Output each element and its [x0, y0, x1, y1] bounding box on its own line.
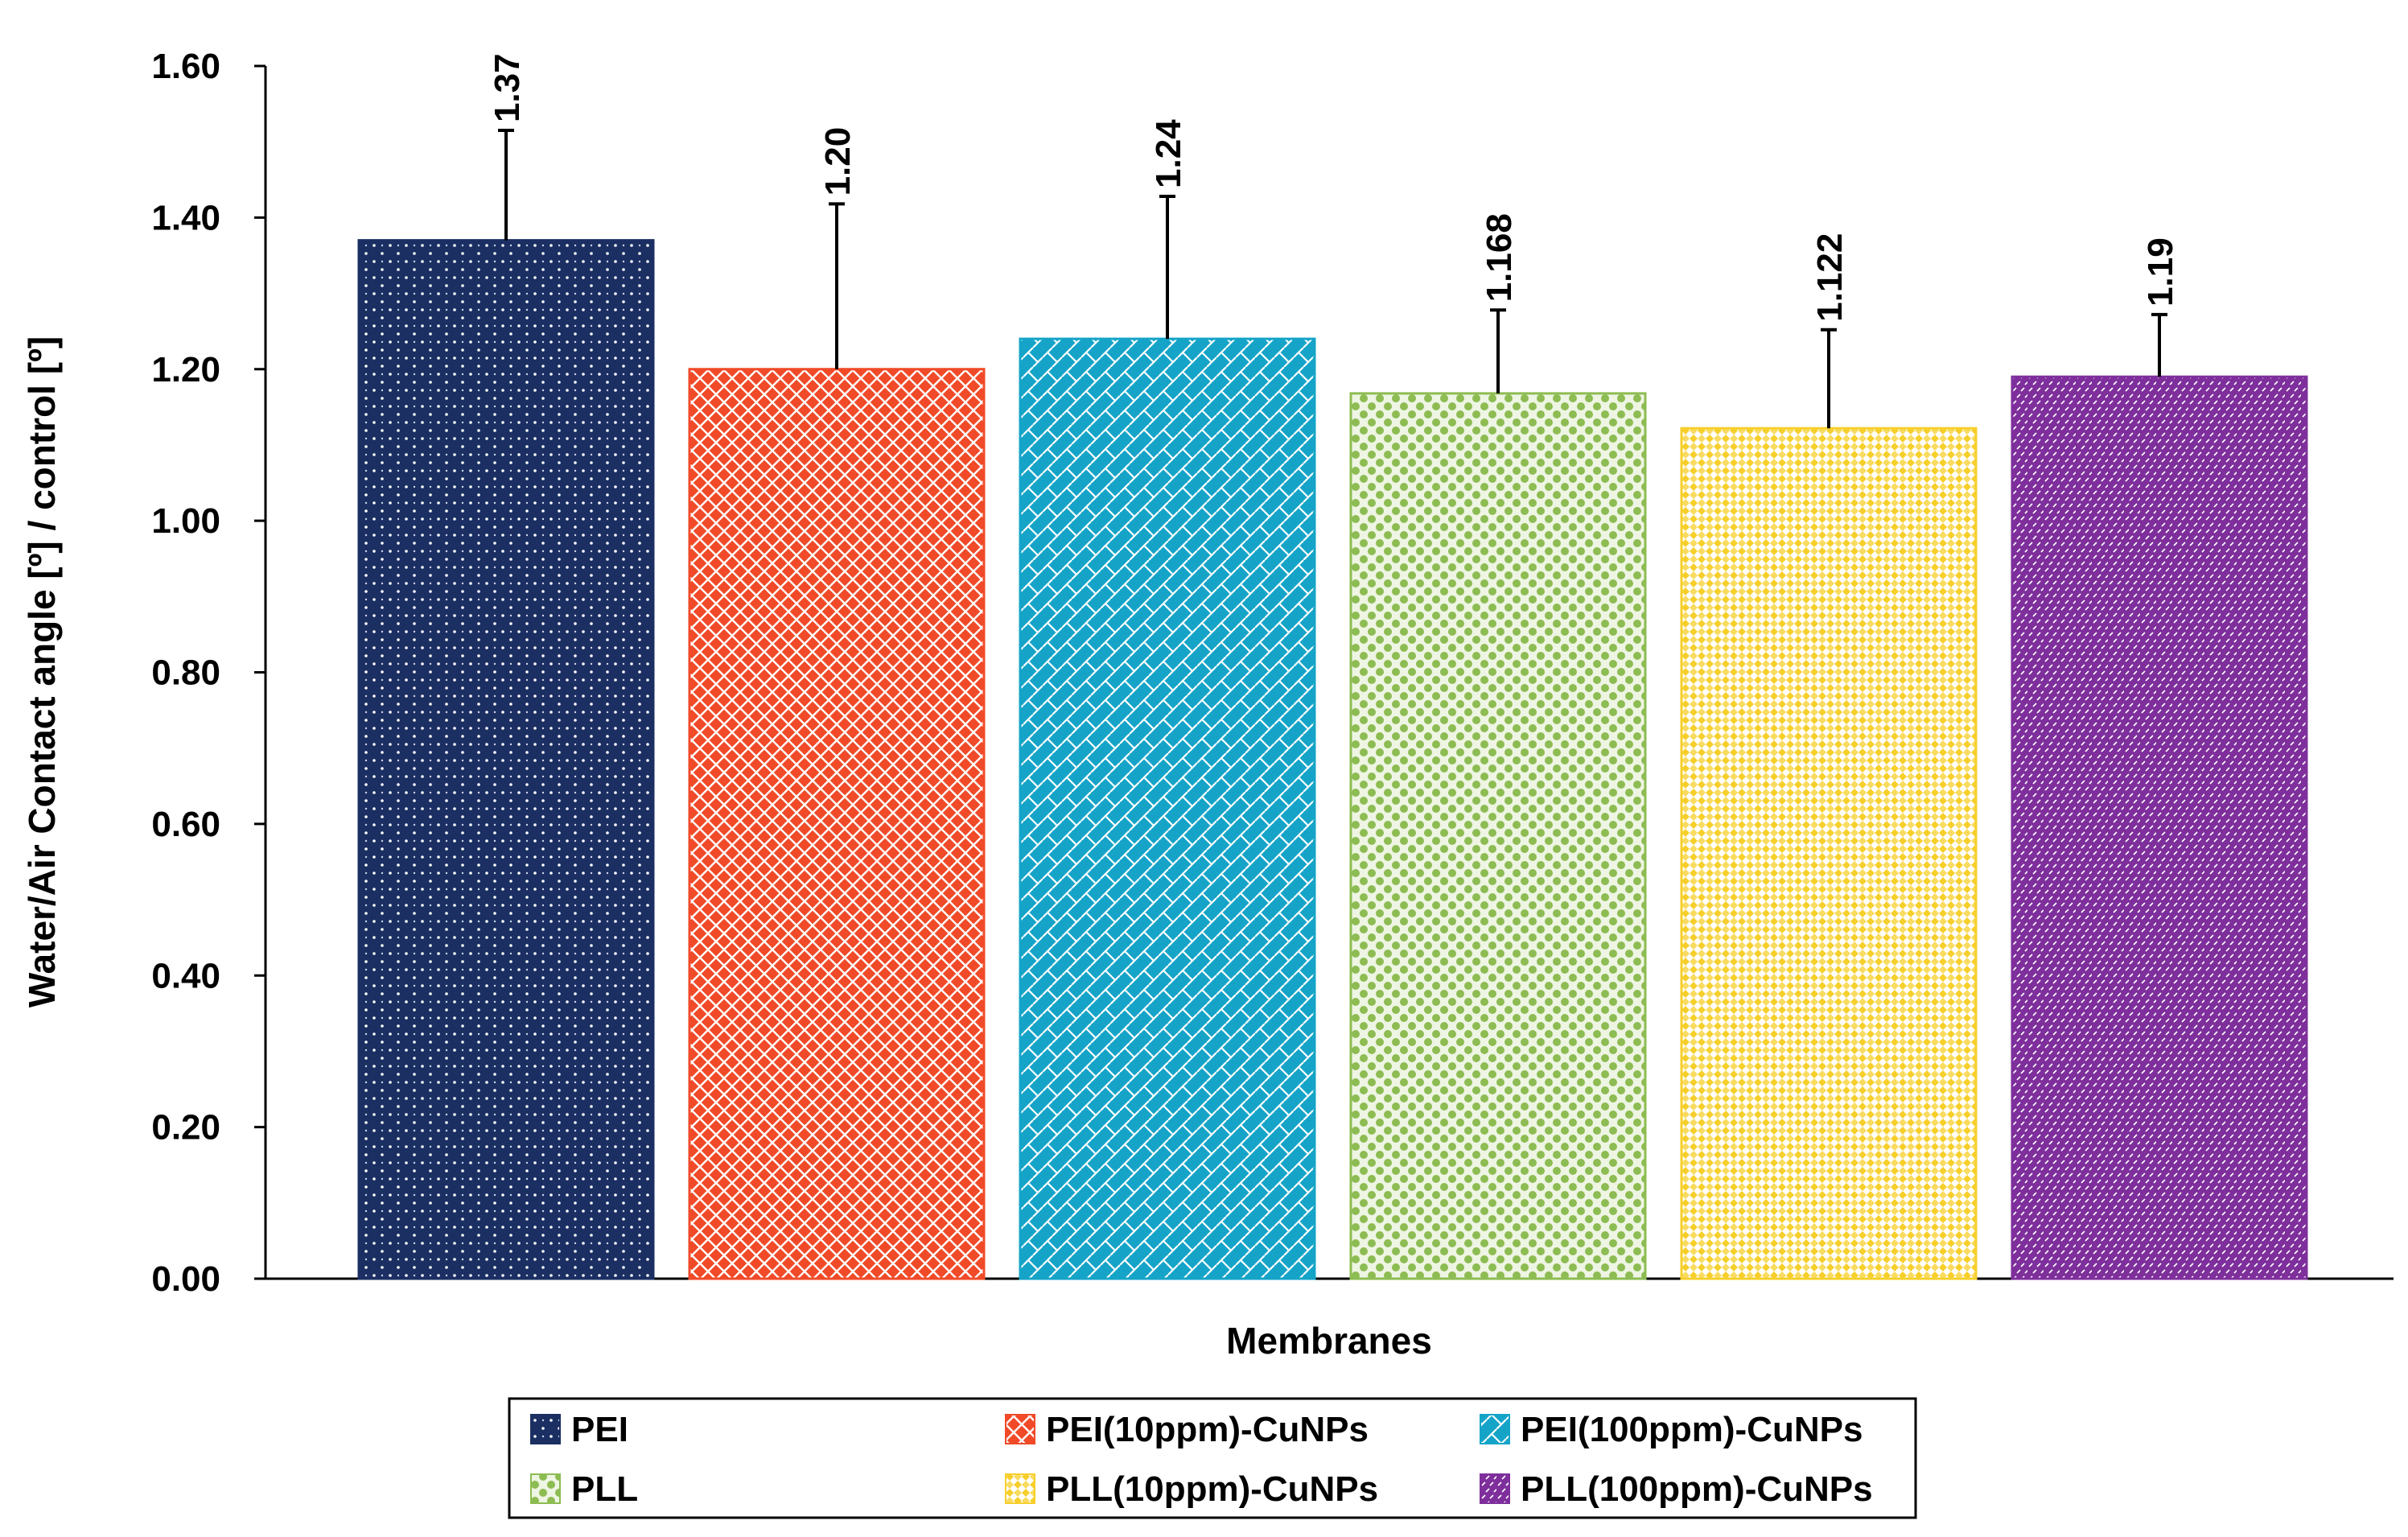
legend-swatch [1480, 1473, 1510, 1504]
bar-group [1680, 328, 1978, 1280]
bar [2011, 375, 2308, 1280]
data-label: 1.19 [2141, 237, 2180, 307]
bar-group [1019, 195, 1316, 1280]
legend-swatch [530, 1414, 561, 1444]
y-tick-label: 1.40 [151, 198, 220, 237]
data-labels: 1.37 1.20 1.24 1.168 1.122 1.19 [488, 53, 2180, 321]
data-label: 1.37 [488, 53, 527, 122]
y-tick-label: 0.20 [151, 1108, 220, 1148]
y-tick-label: 1.60 [151, 47, 220, 86]
legend-swatch [1480, 1414, 1510, 1444]
data-label: 1.168 [1480, 213, 1519, 302]
axes: 0.00 0.20 0.40 0.60 0.80 1.00 1.20 1.40 1.60 [151, 47, 2394, 1299]
legend-box [508, 1397, 1917, 1519]
legend-swatch [1005, 1473, 1035, 1504]
y-tick-label: 0.40 [151, 956, 220, 995]
legend-label: PEI(100ppm)-CuNPs [1521, 1410, 1863, 1449]
y-tick-label: 0.80 [151, 653, 220, 693]
y-axis-title: Water/Air Contact angle [º] / control [º… [21, 336, 63, 1007]
bar-group [2011, 312, 2308, 1280]
data-label: 1.122 [1810, 233, 1850, 322]
data-label: 1.24 [1149, 119, 1188, 188]
y-tick-label: 1.20 [151, 350, 220, 389]
bar [1349, 392, 1647, 1280]
y-tick-label: 0.00 [151, 1259, 220, 1299]
legend-label: PLL [571, 1469, 638, 1509]
bar-group [1349, 308, 1647, 1280]
legend-label: PLL(10ppm)-CuNPs [1046, 1469, 1378, 1509]
legend-label: PEI(10ppm)-CuNPs [1046, 1410, 1369, 1449]
data-label: 1.20 [818, 127, 858, 196]
y-tick-label: 0.60 [151, 805, 220, 844]
bar [357, 239, 655, 1280]
bar [688, 368, 986, 1280]
bar-group [357, 129, 655, 1280]
bar [1680, 426, 1978, 1280]
legend-label: PLL(100ppm)-CuNPs [1521, 1469, 1873, 1509]
legend-swatch [530, 1473, 561, 1504]
bar-group [688, 202, 986, 1280]
bars [357, 129, 2308, 1280]
bar [1019, 337, 1316, 1280]
legend: PEI PEI(10ppm)-CuNPs PEI(100ppm)-CuNPs PLL P… [508, 1397, 1917, 1519]
y-tick-label: 1.00 [151, 501, 220, 541]
legend-swatch [1005, 1414, 1035, 1444]
legend-label: PEI [571, 1410, 628, 1449]
x-axis-title: Membranes [1226, 1320, 1432, 1362]
